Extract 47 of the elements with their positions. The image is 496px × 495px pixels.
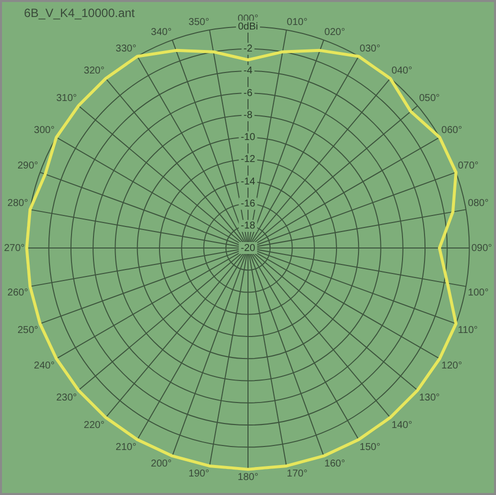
- spoke-label: 270°: [4, 242, 25, 254]
- spoke-label: 350°: [188, 16, 210, 28]
- spoke-label: 290°: [17, 160, 38, 172]
- spoke-label: 050°: [419, 93, 440, 104]
- spoke-label: 280°: [7, 198, 28, 209]
- y-tick-label: -6: [244, 88, 253, 99]
- spoke-label: 060°: [441, 125, 462, 136]
- spoke-label: 110°: [458, 325, 478, 336]
- spoke-label: 320°: [84, 66, 104, 77]
- y-tick-label: -16: [240, 198, 256, 210]
- spoke-label: 100°: [468, 288, 489, 299]
- y-tick-label: -10: [240, 132, 256, 144]
- y-tick-label: -4: [244, 66, 253, 77]
- spoke-label: 250°: [17, 325, 38, 336]
- spoke-label: 190°: [188, 468, 210, 480]
- y-tick-label: -8: [244, 110, 253, 121]
- spoke-label: 020°: [324, 26, 346, 38]
- chart-title: 6B_V_K4_10000.ant: [24, 6, 135, 20]
- y-tick-label: -14: [240, 176, 256, 188]
- spoke-label: 120°: [441, 360, 462, 372]
- spoke-label: 150°: [360, 442, 380, 454]
- spoke-label: 300°: [34, 125, 55, 136]
- y-tick-label: 0dBi: [238, 21, 258, 32]
- spoke-label: 140°: [392, 420, 412, 431]
- spoke-label: 170°: [286, 468, 308, 480]
- spoke-label: 210°: [116, 442, 136, 454]
- spoke-label: 040°: [392, 66, 412, 77]
- spoke-label: 070°: [458, 160, 479, 172]
- y-tick-label: -2: [244, 44, 253, 55]
- y-tick-label: -12: [240, 154, 256, 166]
- spoke-label: 010°: [286, 16, 308, 28]
- spoke-label: 310°: [56, 93, 77, 104]
- spoke-label: 240°: [34, 360, 55, 372]
- spoke-label: 130°: [419, 392, 440, 404]
- spoke-label: 260°: [7, 288, 28, 299]
- spoke-label: 200°: [150, 458, 172, 470]
- spoke-label: 180°: [238, 472, 258, 484]
- spoke-label: 230°: [56, 392, 77, 404]
- spoke-label: 330°: [116, 43, 136, 54]
- spoke-label: 030°: [360, 43, 380, 54]
- spoke-label: 090°: [471, 242, 492, 254]
- spoke-label: 220°: [84, 420, 104, 431]
- y-tick-label: -18: [240, 220, 256, 232]
- spoke-label: 340°: [150, 26, 172, 38]
- spoke-label: 160°: [324, 458, 346, 470]
- spoke-label: 080°: [468, 198, 489, 209]
- y-tick-label: -20: [240, 242, 256, 254]
